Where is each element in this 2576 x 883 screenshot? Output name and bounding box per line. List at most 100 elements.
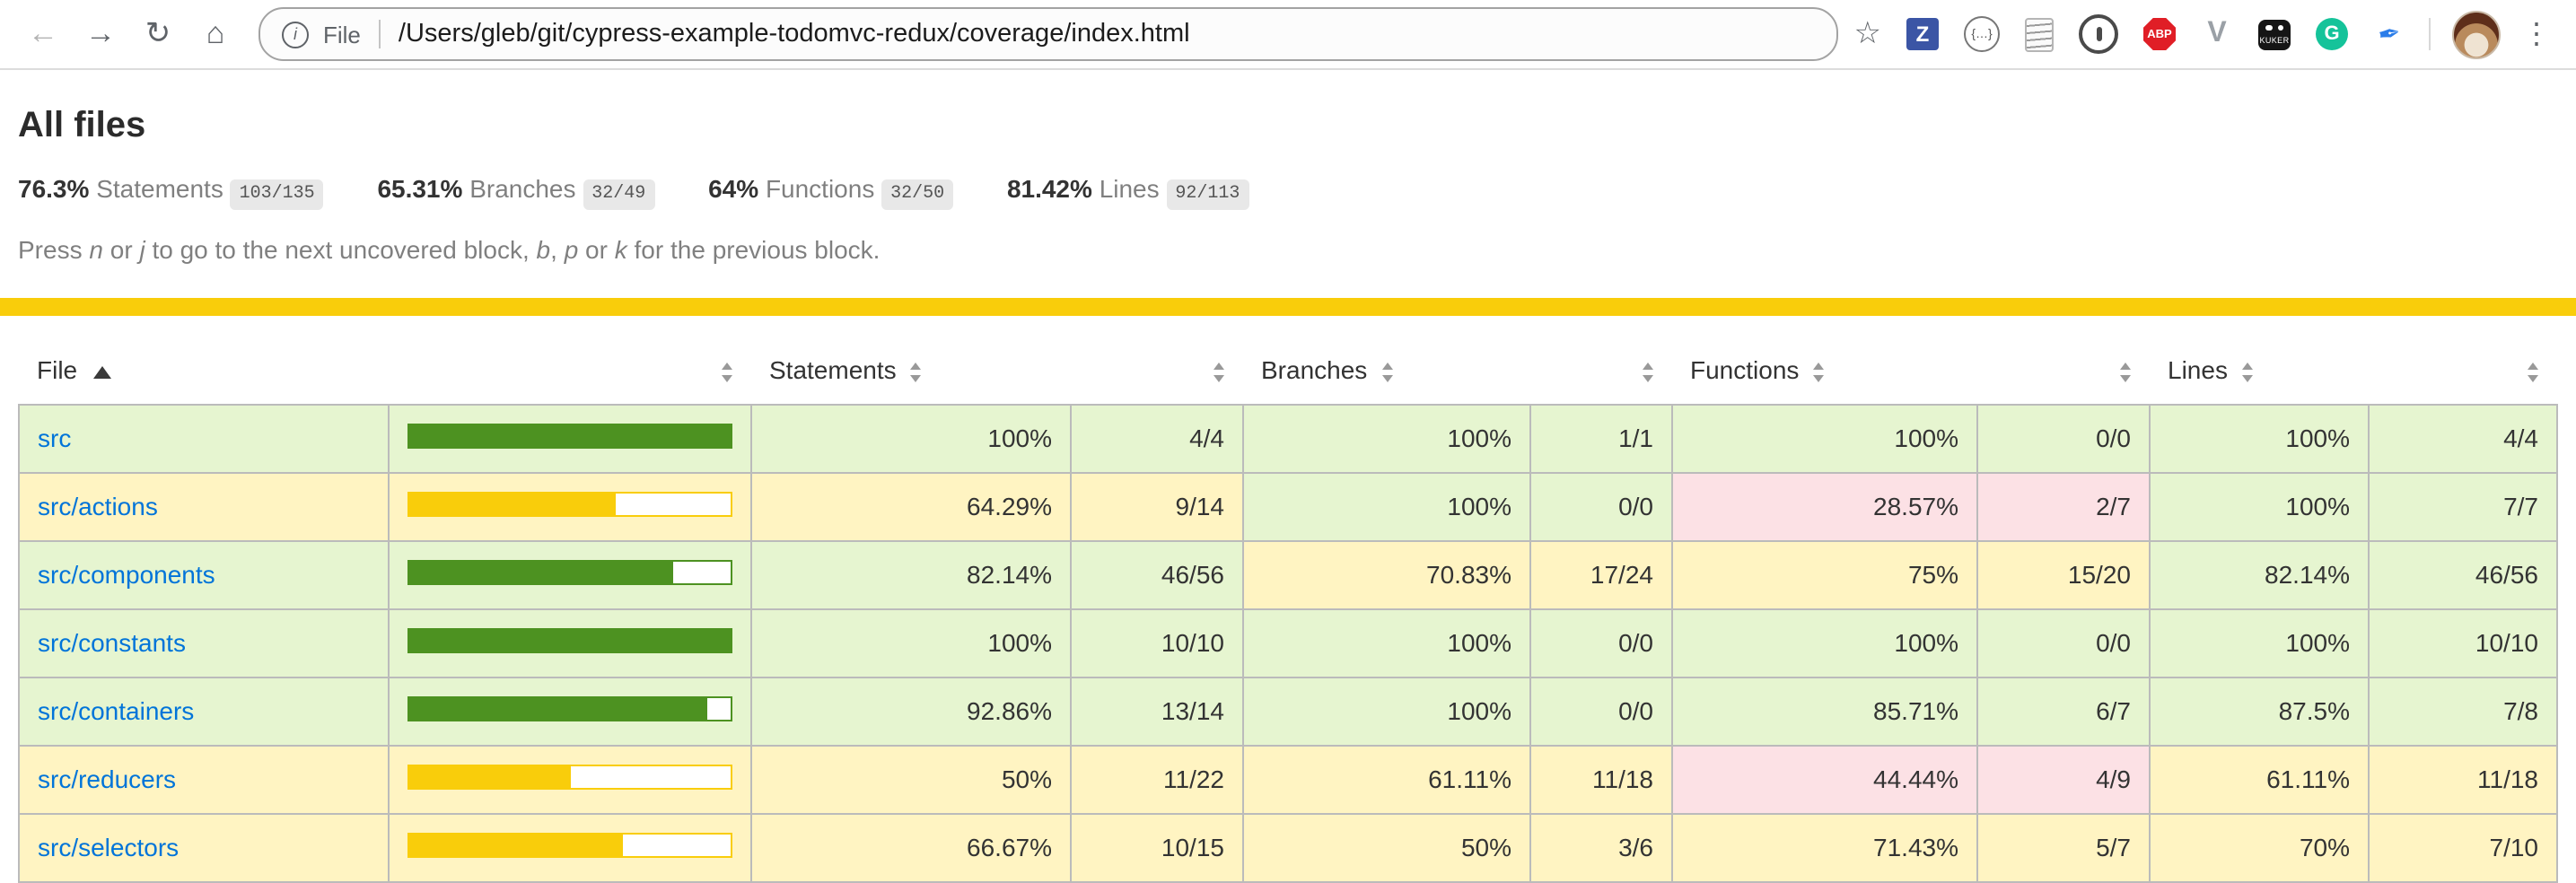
- summary-metrics: 76.3% Statements 103/135 65.31% Branches…: [18, 174, 2558, 210]
- functions-abs-cell: 5/7: [1977, 814, 2151, 882]
- reload-icon[interactable]: ↻: [145, 16, 171, 50]
- branches-abs-cell: 3/6: [1530, 814, 1673, 882]
- coverage-bar-fill: [409, 425, 731, 447]
- back-icon[interactable]: ←: [28, 16, 58, 50]
- vue-devtools-extension-icon[interactable]: V: [2207, 18, 2227, 48]
- column-header-lines[interactable]: Lines: [2150, 337, 2369, 405]
- forward-icon[interactable]: →: [85, 16, 116, 50]
- lines-abs-cell: 10/10: [2369, 609, 2557, 678]
- coverage-bar: [407, 696, 732, 721]
- coverage-bar-empty: [570, 766, 731, 788]
- browser-toolbar: ← → ↻ ⌂ i File /Users/gleb/git/cypress-e…: [0, 0, 2576, 70]
- adblock-plus-extension-icon[interactable]: ABP: [2143, 18, 2176, 50]
- column-header-statements[interactable]: Statements: [751, 337, 1071, 405]
- branches-pct-cell: 100%: [1243, 473, 1531, 541]
- coverage-bar-fill: [409, 835, 624, 856]
- branches-pct-cell: 100%: [1243, 678, 1531, 746]
- sort-arrows-icon: [1813, 362, 1826, 382]
- functions-abs-cell: 2/7: [1977, 473, 2151, 541]
- statements-abs-cell: 46/56: [1071, 541, 1244, 609]
- file-link[interactable]: src/selectors: [38, 833, 180, 861]
- statements-abs-cell: 11/22: [1071, 746, 1244, 814]
- functions-pct-cell: 71.43%: [1672, 814, 1978, 882]
- branches-pct-cell: 61.11%: [1243, 746, 1531, 814]
- table-row: src/containers 92.86% 13/14 100% 0/0 85.…: [19, 678, 2557, 746]
- coverage-bar: [407, 492, 732, 517]
- url-text[interactable]: /Users/gleb/git/cypress-example-todomvc-…: [398, 20, 1190, 48]
- branches-abs-cell: 0/0: [1530, 609, 1673, 678]
- keyboard-hint: Press n or j to go to the next uncovered…: [18, 235, 881, 264]
- functions-pct-cell: 100%: [1672, 609, 1978, 678]
- json-viewer-extension-icon[interactable]: {…}: [1964, 16, 2000, 52]
- profile-avatar[interactable]: [2452, 10, 2501, 58]
- sort-arrows-icon: [2241, 362, 2255, 382]
- feather-extension-icon[interactable]: ✒: [2375, 18, 2404, 52]
- column-header-functions-abs[interactable]: [1977, 337, 2150, 405]
- metric-lines: 81.42% Lines 92/113: [1007, 174, 1249, 210]
- column-header-functions[interactable]: Functions: [1672, 337, 1977, 405]
- bookmark-star-icon[interactable]: ☆: [1853, 16, 1882, 50]
- file-link[interactable]: src/containers: [38, 696, 195, 725]
- address-bar[interactable]: i File /Users/gleb/git/cypress-example-t…: [258, 7, 1838, 61]
- metric-branches: 65.31% Branches 32/49: [377, 174, 655, 210]
- toolbar-divider: [2429, 18, 2431, 50]
- password-manager-extension-icon[interactable]: [2079, 14, 2118, 54]
- notes-extension-icon[interactable]: [2025, 17, 2054, 51]
- statements-pct-cell: 92.86%: [751, 678, 1072, 746]
- coverage-bar: [407, 424, 732, 449]
- functions-abs-cell: 0/0: [1977, 405, 2151, 473]
- file-link[interactable]: src/actions: [38, 492, 158, 520]
- coverage-bar: [407, 628, 732, 653]
- statements-abs-cell: 10/10: [1071, 609, 1244, 678]
- column-header-lines-abs[interactable]: [2369, 337, 2557, 405]
- lines-pct-cell: 100%: [2150, 405, 2370, 473]
- column-header-file[interactable]: File: [19, 337, 389, 405]
- metric-fraction: 92/113: [1166, 179, 1249, 210]
- coverage-bar: [407, 833, 732, 858]
- metric-pct: 64%: [708, 174, 759, 203]
- home-icon[interactable]: ⌂: [206, 16, 225, 50]
- file-link[interactable]: src/components: [38, 560, 215, 589]
- file-link[interactable]: src/reducers: [38, 765, 177, 793]
- coverage-bar-fill: [409, 562, 674, 583]
- lines-abs-cell: 7/8: [2369, 678, 2557, 746]
- metric-fraction: 32/49: [583, 179, 655, 210]
- kuker-extension-icon[interactable]: KUKER: [2258, 19, 2291, 49]
- sort-arrows-icon: [1213, 362, 1225, 382]
- statements-pct-cell: 50%: [751, 746, 1072, 814]
- functions-abs-cell: 0/0: [1977, 609, 2151, 678]
- lines-abs-cell: 7/7: [2369, 473, 2557, 541]
- chart-cell: [389, 405, 752, 473]
- table-header-row: File Statements Branches Functions Lines: [19, 337, 2557, 405]
- sort-arrows-icon: [2119, 362, 2132, 382]
- file-link[interactable]: src/constants: [38, 628, 186, 657]
- metric-pct: 76.3%: [18, 174, 90, 203]
- lines-pct-cell: 82.14%: [2150, 541, 2370, 609]
- page-info-icon[interactable]: i: [282, 21, 309, 48]
- extensions-row: Z {…} ABP V KUKER G ✒: [1894, 14, 2418, 54]
- statements-abs-cell: 4/4: [1071, 405, 1244, 473]
- browser-menu-icon[interactable]: ⋮: [2522, 20, 2551, 50]
- zotero-extension-icon[interactable]: Z: [1906, 18, 1939, 50]
- file-cell: src/components: [19, 541, 390, 609]
- coverage-bar-empty: [623, 835, 731, 856]
- column-header-chart[interactable]: [389, 337, 751, 405]
- branches-abs-cell: 17/24: [1530, 541, 1673, 609]
- sort-arrows-icon: [910, 362, 924, 382]
- functions-abs-cell: 6/7: [1977, 678, 2151, 746]
- column-header-branches-abs[interactable]: [1530, 337, 1672, 405]
- grammarly-extension-icon[interactable]: G: [2316, 18, 2348, 50]
- lines-pct-cell: 100%: [2150, 609, 2370, 678]
- file-cell: src/actions: [19, 473, 390, 541]
- statements-abs-cell: 9/14: [1071, 473, 1244, 541]
- column-header-branches[interactable]: Branches: [1243, 337, 1530, 405]
- chart-cell: [389, 746, 752, 814]
- coverage-bar-fill: [409, 630, 731, 651]
- sort-ascending-icon: [93, 365, 112, 379]
- coverage-bar-empty: [707, 698, 731, 720]
- coverage-bar-fill: [409, 494, 617, 515]
- metric-fraction: 32/50: [881, 179, 954, 210]
- column-header-statements-abs[interactable]: [1071, 337, 1243, 405]
- page-title: All files: [18, 106, 146, 145]
- file-link[interactable]: src: [38, 424, 72, 452]
